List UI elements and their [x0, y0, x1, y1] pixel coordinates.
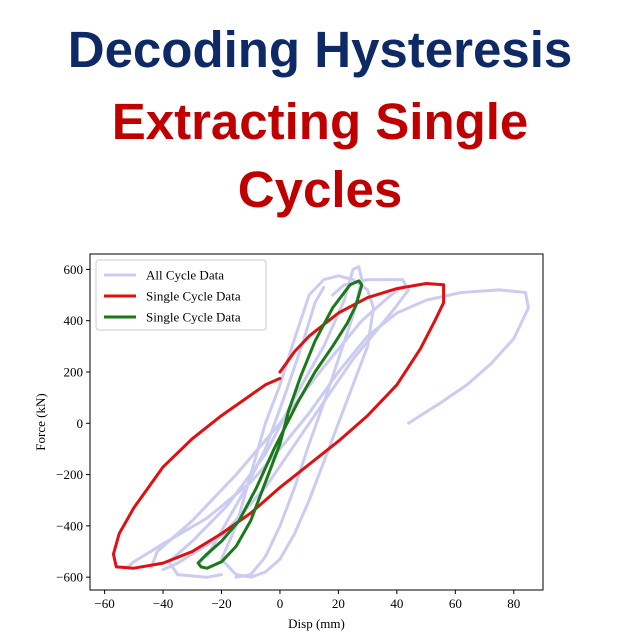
legend-entry-1: Single Cycle Data — [146, 289, 241, 304]
series-0-line-1 — [205, 285, 326, 559]
y-tick-label-2: −200 — [56, 467, 83, 482]
y-tick-label-0: −600 — [56, 570, 83, 585]
series-0-line-5 — [161, 288, 411, 571]
plot-area — [111, 265, 530, 579]
series-0-line-2 — [167, 265, 364, 579]
title-line-3: Cycles — [237, 161, 403, 218]
x-tick-label-3: 0 — [277, 596, 284, 611]
x-tick-label-0: −60 — [94, 596, 114, 611]
title-line-1: Decoding Hysteresis — [67, 21, 573, 78]
y-axis-label: Force (kN) — [33, 393, 48, 450]
x-axis-label: Disp (mm) — [288, 616, 345, 631]
y-tick-label-5: 400 — [64, 313, 84, 328]
y-tick-label-6: 600 — [64, 262, 84, 277]
legend-entry-0: All Cycle Data — [146, 268, 224, 283]
x-tick-label-6: 60 — [449, 596, 462, 611]
series-1-line-0 — [111, 282, 446, 570]
series-0-line-3 — [126, 288, 530, 569]
x-tick-label-2: −20 — [211, 596, 231, 611]
series-0-line-0 — [220, 274, 375, 579]
hysteresis-chart: −60 −40 −20 0 20 40 60 80−600−400−2000200400600… — [33, 253, 544, 631]
y-tick-label-1: −400 — [56, 518, 83, 533]
series-0-line-4 — [149, 278, 408, 569]
y-tick-label-4: 200 — [64, 364, 84, 379]
series-2-line-0 — [196, 279, 364, 570]
legend-entry-2: Single Cycle Data — [146, 310, 241, 325]
plot-frame — [89, 253, 544, 591]
legend: All Cycle Data Single Cycle Data Single Cy… — [95, 259, 267, 331]
x-tick-label-7: 80 — [507, 596, 520, 611]
x-tick-label-1: −40 — [153, 596, 173, 611]
x-tick-label-4: 20 — [332, 596, 345, 611]
title-line-2: Extracting Single — [111, 93, 529, 150]
x-tick-label-5: 40 — [390, 596, 403, 611]
legend-box — [95, 259, 267, 331]
y-tick-label-3: 0 — [77, 416, 84, 431]
